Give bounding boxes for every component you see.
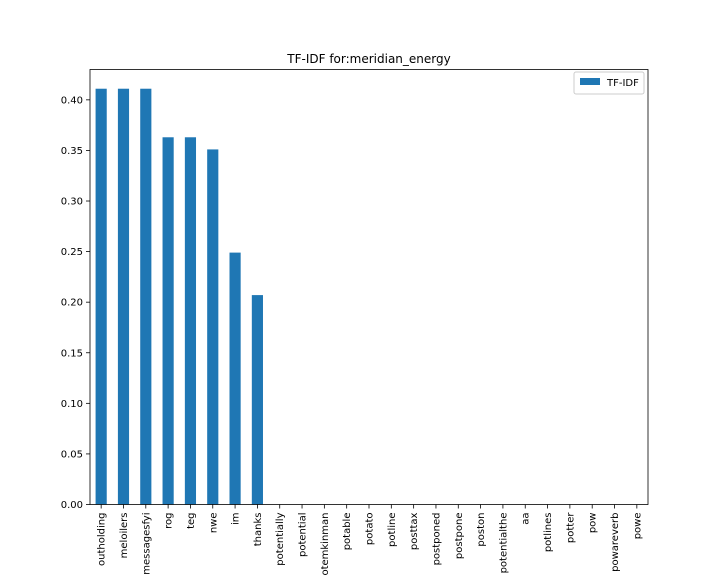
y-tick-label: 0.05 — [61, 449, 83, 460]
y-tick-label: 0.25 — [61, 247, 83, 258]
x-tick-label: nwe — [208, 513, 219, 534]
bars — [95, 88, 263, 505]
y-tick-label: 0.40 — [61, 95, 83, 106]
plot-frame — [89, 69, 649, 505]
legend-label: TF-IDF — [606, 78, 639, 89]
y-axis: 0.00 0.05 0.10 0.15 0.20 0.25 0.30 0.35 0.40 — [61, 95, 90, 511]
chart-title: TF-IDF for:meridian_energy — [286, 52, 450, 66]
x-tick-label: potato — [365, 513, 376, 546]
x-tick-label: powareverb — [610, 513, 621, 572]
y-tick-label: 0.20 — [61, 298, 83, 309]
x-tick-label: otemkinman — [320, 513, 331, 576]
x-tick-label: potline — [387, 513, 398, 547]
x-tick-label: potable — [342, 513, 353, 551]
x-tick-label: rog — [164, 513, 175, 529]
x-tick-label: potential — [298, 513, 309, 557]
x-tick-label: thanks — [253, 513, 264, 547]
x-tick-label: aa — [521, 513, 532, 525]
y-tick-label: 0.10 — [61, 399, 83, 410]
bar — [207, 149, 219, 505]
x-tick-label: teg — [186, 513, 197, 529]
y-tick-label: 0.30 — [61, 197, 83, 208]
y-tick-label: 0.00 — [61, 500, 83, 511]
x-tick-label: im — [231, 513, 242, 526]
x-axis: outholding meloilers messagesfyi rog teg nwe i… — [97, 504, 643, 576]
x-tick-label: potlines — [543, 513, 554, 553]
x-tick-label: outholding — [97, 513, 108, 566]
x-tick-label: messagesfyi — [141, 513, 152, 575]
x-tick-label: poston — [476, 513, 487, 547]
x-tick-label: postpone — [454, 513, 465, 560]
bar — [184, 137, 197, 505]
bar — [229, 252, 241, 505]
bar — [251, 295, 263, 505]
y-tick-label: 0.35 — [61, 146, 83, 157]
x-tick-label: powe — [632, 513, 643, 540]
x-tick-label: posttax — [409, 512, 420, 550]
x-tick-label: meloilers — [119, 513, 130, 559]
bar — [95, 88, 107, 505]
x-tick-label: potter — [565, 512, 576, 543]
bar — [140, 88, 152, 505]
legend-box — [573, 71, 645, 95]
x-tick-label: potentialthe — [498, 513, 509, 574]
bar — [117, 88, 130, 505]
bar — [162, 137, 174, 505]
x-tick-label: postponed — [431, 513, 442, 566]
x-tick-label: pow — [588, 513, 599, 534]
x-tick-label: potentially — [275, 512, 286, 565]
legend-swatch — [580, 78, 600, 85]
legend: TF-IDF — [573, 71, 645, 95]
y-tick-label: 0.15 — [61, 348, 83, 359]
